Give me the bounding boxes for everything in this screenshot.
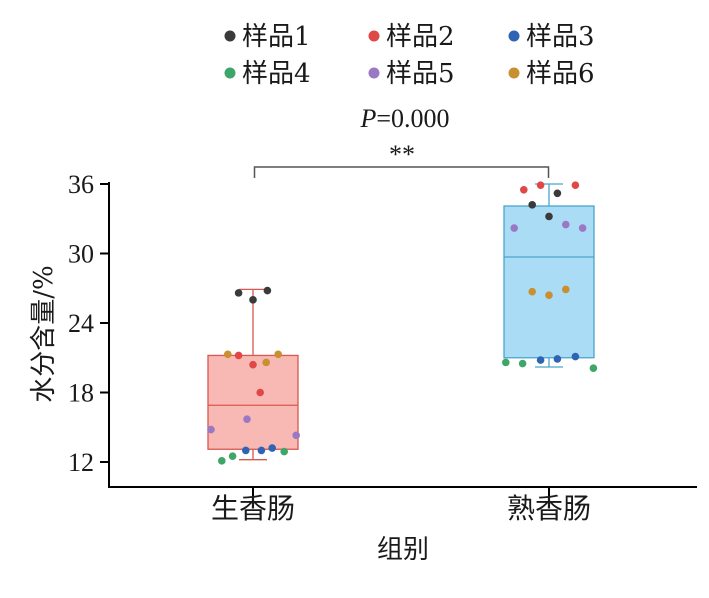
data-point — [234, 351, 243, 360]
legend-marker-4 — [224, 67, 236, 79]
legend-label-2: 样品2 — [386, 22, 455, 52]
data-point — [268, 444, 277, 452]
data-point — [578, 224, 587, 232]
legend: 样品1 样品2 样品3 样品4 样品5 样品6 — [224, 22, 595, 89]
boxes — [207, 183, 595, 461]
legend-label-4: 样品4 — [242, 59, 311, 89]
data-point — [280, 447, 289, 456]
box-iqr — [207, 354, 299, 450]
data-point — [571, 352, 580, 361]
data-point — [518, 359, 527, 368]
legend-marker-6 — [508, 67, 520, 79]
significance-bracket — [253, 166, 550, 178]
legend-marker-1 — [224, 30, 236, 42]
data-point — [234, 289, 243, 297]
data-point — [589, 364, 598, 372]
y-tick-label: 12 — [68, 448, 94, 477]
data-point — [249, 296, 257, 304]
data-point — [528, 287, 536, 296]
data-point — [520, 185, 528, 194]
box-2 — [503, 183, 595, 368]
data-point — [562, 285, 570, 294]
legend-marker-3 — [508, 30, 520, 42]
data-point — [228, 452, 237, 461]
data-points — [207, 181, 598, 465]
data-point — [257, 446, 266, 455]
legend-label-5: 样品5 — [386, 59, 455, 89]
data-point — [553, 355, 562, 363]
box-1 — [207, 288, 299, 461]
p-value: =0.000 — [376, 104, 449, 133]
y-tick-label: 18 — [68, 379, 94, 408]
x-category-label-2: 熟香肠 — [507, 492, 591, 525]
data-point — [224, 350, 232, 359]
legend-marker-2 — [368, 30, 380, 42]
data-point — [242, 446, 250, 455]
y-tick-label: 24 — [68, 309, 94, 338]
axes: 12 18 24 30 36 生香肠 熟香肠 — [68, 170, 697, 525]
y-axis-title: 水分含量/% — [29, 265, 59, 402]
significance-annotation: P=0.000 ** — [253, 104, 550, 178]
data-point — [207, 425, 215, 434]
data-point — [249, 360, 257, 369]
data-point — [263, 286, 272, 295]
data-point — [528, 201, 536, 209]
data-point — [262, 358, 271, 367]
data-point — [274, 350, 283, 359]
x-categories: 生香肠 熟香肠 — [211, 487, 591, 525]
data-point — [536, 181, 545, 189]
data-point — [545, 291, 553, 300]
data-point — [553, 189, 562, 198]
p-value-label: P=0.000 — [359, 104, 449, 133]
data-point — [562, 220, 570, 229]
y-ticks: 12 18 24 30 36 — [68, 170, 109, 477]
significance-stars: ** — [389, 140, 415, 169]
data-point — [536, 356, 545, 364]
legend-label-1: 样品1 — [242, 22, 311, 52]
data-point — [243, 415, 251, 423]
data-point — [510, 224, 518, 232]
legend-label-3: 样品3 — [526, 22, 595, 52]
data-point — [545, 212, 553, 221]
data-point — [571, 181, 580, 189]
x-category-label-1: 生香肠 — [211, 492, 295, 525]
data-point — [502, 358, 510, 367]
x-axis-title: 组别 — [377, 535, 429, 565]
y-tick-label: 30 — [68, 240, 94, 269]
data-point — [256, 388, 265, 397]
y-tick-label: 36 — [68, 170, 94, 199]
data-point — [292, 431, 301, 440]
data-point — [218, 457, 226, 465]
box-iqr — [503, 205, 595, 359]
legend-label-6: 样品6 — [526, 59, 595, 89]
p-symbol: P — [359, 104, 376, 133]
legend-marker-5 — [368, 67, 380, 79]
